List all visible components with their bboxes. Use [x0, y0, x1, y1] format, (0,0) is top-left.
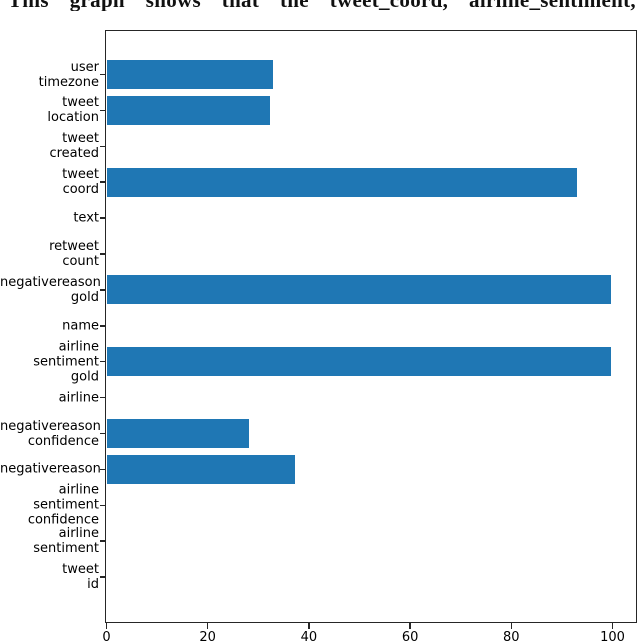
y-tick [99, 432, 106, 435]
x-tick [105, 623, 108, 629]
y-axis-label: airline sentiment [33, 526, 99, 557]
x-tick-label: 60 [401, 630, 419, 644]
y-axis-label: name [62, 318, 99, 334]
x-tick-label: 80 [503, 630, 520, 644]
x-tick [409, 623, 411, 629]
y-tick [99, 73, 106, 76]
y-tick [99, 217, 106, 219]
y-axis-label: tweet id [62, 562, 99, 593]
y-tick [99, 396, 106, 399]
caption-word: graph [70, 0, 125, 11]
y-tick [99, 145, 106, 148]
x-tick [308, 623, 310, 629]
x-tick-label: 0 [102, 630, 111, 644]
x-tick-label: 40 [300, 630, 318, 644]
caption-word: tweet_coord, [330, 0, 448, 11]
y-tick [99, 540, 106, 542]
y-axis-label: tweet created [49, 131, 99, 162]
y-axis-label: airline sentiment gold [33, 339, 99, 385]
y-axis-label: negativereason confidence [0, 418, 101, 449]
y-tick [99, 325, 106, 327]
x-tick [510, 623, 513, 629]
y-axis-label: airline sentiment confidence [27, 482, 99, 528]
y-tick [99, 253, 106, 255]
y-tick [99, 504, 106, 507]
x-tick-label: 100 [600, 630, 625, 644]
y-axis-label: negativereason [0, 461, 101, 477]
plot-area [105, 30, 637, 623]
y-axis-label: user timezone [38, 59, 99, 90]
bar [106, 275, 612, 305]
y-axis-label: retweet count [49, 239, 99, 269]
caption-word: shows [146, 0, 201, 11]
bar [106, 60, 273, 89]
figure-caption: This graph shows that the tweet_coord, airline… [0, 0, 640, 11]
y-axis-label: tweet coord [62, 167, 99, 198]
caption-word: the [280, 0, 309, 11]
y-tick [99, 360, 106, 363]
figure-caption-text: This graph shows that the tweet_coord, airline… [0, 0, 640, 11]
x-tick [206, 623, 209, 629]
y-axis-label: tweet location [47, 95, 99, 126]
caption-word: that [222, 0, 259, 11]
bar [106, 419, 249, 448]
y-tick [99, 181, 106, 183]
y-tick [99, 468, 106, 471]
bar [106, 454, 296, 484]
caption-word: airline_sentiment, [469, 0, 636, 11]
y-tick [99, 576, 106, 578]
caption-word: This [8, 0, 49, 11]
bar [106, 347, 611, 377]
y-tick [99, 109, 106, 112]
y-tick [99, 289, 106, 291]
bar [106, 95, 270, 125]
y-axis-label: text [73, 210, 99, 226]
y-axis-label: negativereason gold [0, 274, 101, 305]
x-tick-label: 20 [199, 630, 216, 644]
x-tick [611, 623, 614, 629]
bar [106, 167, 578, 197]
y-axis-label: airline [58, 390, 99, 406]
